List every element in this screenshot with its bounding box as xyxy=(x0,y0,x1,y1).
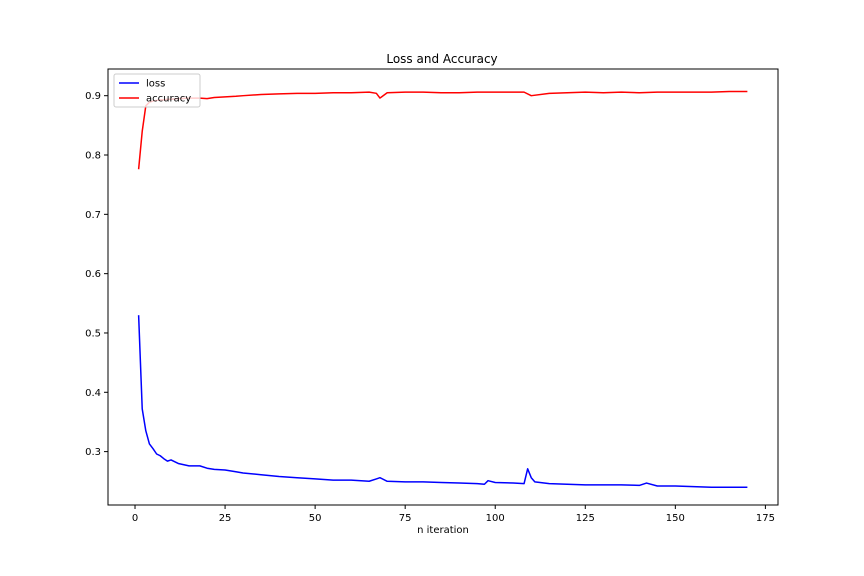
x-tick-label: 0 xyxy=(132,513,138,524)
x-axis: 0 25 50 75 100 125 150 175 xyxy=(132,505,775,524)
legend-label-loss: loss xyxy=(146,79,165,90)
y-tick-label: 0.9 xyxy=(85,91,101,102)
x-tick-label: 125 xyxy=(576,513,595,524)
x-tick-label: 100 xyxy=(486,513,505,524)
y-tick-label: 0.7 xyxy=(85,210,101,221)
y-tick-label: 0.4 xyxy=(85,388,101,399)
x-axis-label: n iteration xyxy=(417,525,469,536)
y-tick-label: 0.8 xyxy=(85,151,101,162)
chart-title: Loss and Accuracy xyxy=(386,52,497,66)
y-tick-label: 0.5 xyxy=(85,328,101,339)
x-tick-label: 50 xyxy=(309,513,322,524)
y-tick-label: 0.6 xyxy=(85,269,101,280)
y-tick-label: 0.3 xyxy=(85,447,101,458)
legend: loss accuracy xyxy=(113,73,201,108)
x-tick-label: 150 xyxy=(666,513,685,524)
plot-frame xyxy=(107,68,779,506)
x-tick-label: 25 xyxy=(219,513,232,524)
x-tick-label: 75 xyxy=(399,513,412,524)
series-line-loss xyxy=(137,315,748,488)
y-axis: 0.3 0.4 0.5 0.6 0.7 0.8 0.9 xyxy=(85,91,108,458)
legend-label-accuracy: accuracy xyxy=(146,94,191,105)
x-tick-label: 175 xyxy=(756,513,775,524)
